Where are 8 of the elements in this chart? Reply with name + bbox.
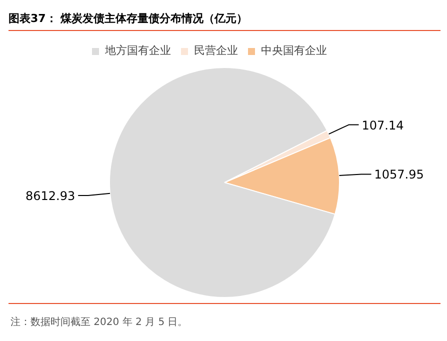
legend-label: 中央国有企业: [261, 43, 327, 58]
text: 注：数据时间截至 2020 年 2 月 5 日。: [10, 316, 188, 328]
legend-label: 地方国有企业: [105, 43, 171, 58]
data-label: 1057.95: [374, 168, 424, 182]
data-label: 8612.93: [25, 189, 76, 204]
legend-label: 民营企业: [194, 43, 238, 58]
data-label: 107.14: [362, 118, 404, 132]
chart-title: 图表37： 煤炭发债主体存量债分布情况（亿元）: [8, 12, 248, 25]
